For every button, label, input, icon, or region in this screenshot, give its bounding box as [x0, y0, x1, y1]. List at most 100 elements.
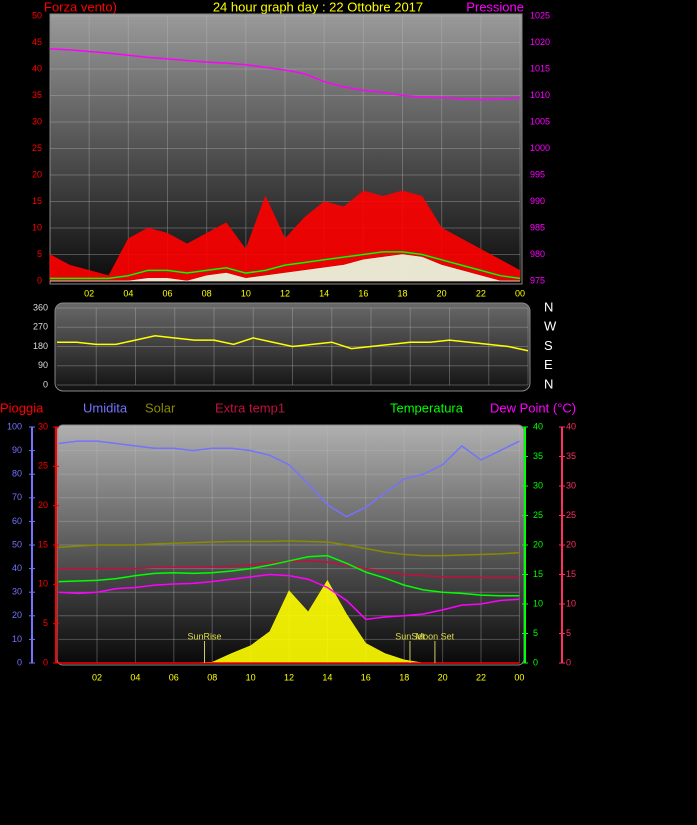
y-tick-label: 90: [12, 445, 22, 455]
x-tick-label: 04: [130, 672, 140, 682]
series-line: [49, 48, 521, 101]
y-tick-label: 10: [12, 634, 22, 644]
y-tick-label: 1025: [530, 10, 550, 20]
y-tick-label: 35: [533, 451, 543, 461]
y-tick-label: 980: [530, 249, 545, 259]
x-tick-label: 12: [284, 672, 294, 682]
series-area: [50, 254, 520, 282]
x-tick-label: 22: [476, 672, 486, 682]
x-tick-label: 20: [437, 288, 447, 298]
y-tick-label: 100: [7, 421, 22, 431]
y-tick-label: 40: [32, 63, 42, 73]
legend-entry: Umidita: [83, 400, 128, 415]
y-tick-label: 360: [33, 302, 48, 312]
x-tick-label: 12: [280, 288, 290, 298]
x-tick-label: 10: [241, 288, 251, 298]
x-tick-label: 08: [207, 672, 217, 682]
pressure-label: Pressione: [466, 0, 524, 14]
y-tick-label: 0: [37, 275, 42, 285]
y-tick-label: 15: [533, 569, 543, 579]
x-tick-label: 18: [397, 288, 407, 298]
y-tick-label: 40: [533, 421, 543, 431]
x-tick-label: 06: [169, 672, 179, 682]
y-tick-label: 20: [38, 500, 48, 510]
y-tick-label: 30: [533, 480, 543, 490]
y-tick-label: 1020: [530, 37, 550, 47]
x-tick-label: 02: [84, 288, 94, 298]
y-tick-label: 20: [12, 610, 22, 620]
y-tick-label: 20: [32, 169, 42, 179]
y-tick-label: 180: [33, 341, 48, 351]
y-tick-label: 50: [12, 539, 22, 549]
y-tick-label: 0: [43, 657, 48, 667]
x-tick-label: 16: [358, 288, 368, 298]
x-tick-label: 14: [319, 288, 329, 298]
y-tick-label: 1010: [530, 90, 550, 100]
y-tick-label: 15: [38, 539, 48, 549]
y-tick-label: 0: [566, 657, 571, 667]
x-tick-label: 10: [246, 672, 256, 682]
series-line: [58, 573, 520, 621]
y-tick-label: 1015: [530, 63, 550, 73]
x-tick-label: 02: [92, 672, 102, 682]
series-line: [57, 335, 529, 352]
y-tick-label: 80: [12, 469, 22, 479]
y-tick-label: 1000: [530, 143, 550, 153]
y-tick-label: 30: [12, 587, 22, 597]
y-tick-label: 1005: [530, 116, 550, 126]
y-tick-label: 40: [566, 421, 576, 431]
series-line: [58, 540, 520, 557]
y-tick-label: W: [544, 319, 557, 334]
y-tick-label: E: [544, 357, 553, 372]
y-tick-label: 35: [566, 451, 576, 461]
y-tick-label: 45: [32, 37, 42, 47]
x-tick-label: 00: [515, 288, 525, 298]
series-line: [50, 251, 521, 280]
y-tick-label: 5: [566, 628, 571, 638]
y-tick-label: 30: [32, 116, 42, 126]
x-tick-label: 00: [514, 672, 524, 682]
series-line: [58, 440, 520, 518]
x-tick-label: 04: [123, 288, 133, 298]
series-line: [58, 554, 520, 597]
x-tick-label: 20: [438, 672, 448, 682]
y-tick-label: S: [544, 338, 553, 353]
y-tick-label: 975: [530, 275, 545, 285]
annotation: SunRise: [188, 631, 222, 641]
x-tick-label: 06: [162, 288, 172, 298]
legend-entry: Temperatura: [390, 400, 464, 415]
y-tick-label: 15: [566, 569, 576, 579]
legend-entry: Dew Point (°C): [490, 400, 576, 415]
x-tick-label: 22: [476, 288, 486, 298]
y-tick-label: 0: [17, 657, 22, 667]
y-tick-label: 25: [32, 143, 42, 153]
legend-entry: Solar: [145, 400, 176, 415]
y-tick-label: 5: [37, 249, 42, 259]
y-tick-label: 70: [12, 492, 22, 502]
y-tick-label: 5: [43, 618, 48, 628]
y-tick-label: 35: [32, 90, 42, 100]
x-tick-label: 14: [322, 672, 332, 682]
y-tick-label: 10: [38, 579, 48, 589]
y-tick-label: 10: [533, 598, 543, 608]
x-tick-label: 08: [202, 288, 212, 298]
y-tick-label: 25: [533, 510, 543, 520]
y-tick-label: 25: [566, 510, 576, 520]
legend-entry: Extra temp1: [215, 400, 285, 415]
chart-title: 24 hour graph day : 22 Ottobre 2017: [213, 0, 423, 14]
y-tick-label: 25: [38, 461, 48, 471]
x-tick-label: 18: [399, 672, 409, 682]
y-tick-label: 30: [566, 480, 576, 490]
y-tick-label: 20: [566, 539, 576, 549]
y-tick-label: 60: [12, 516, 22, 526]
wind-label: Forza vento): [44, 0, 117, 14]
y-tick-label: 20: [533, 539, 543, 549]
y-tick-label: 0: [43, 379, 48, 389]
y-tick-label: 10: [32, 222, 42, 232]
annotation: Moon Set: [416, 631, 455, 641]
y-tick-label: 995: [530, 169, 545, 179]
y-tick-label: N: [544, 376, 553, 391]
x-tick-label: 16: [361, 672, 371, 682]
y-tick-label: 10: [566, 598, 576, 608]
